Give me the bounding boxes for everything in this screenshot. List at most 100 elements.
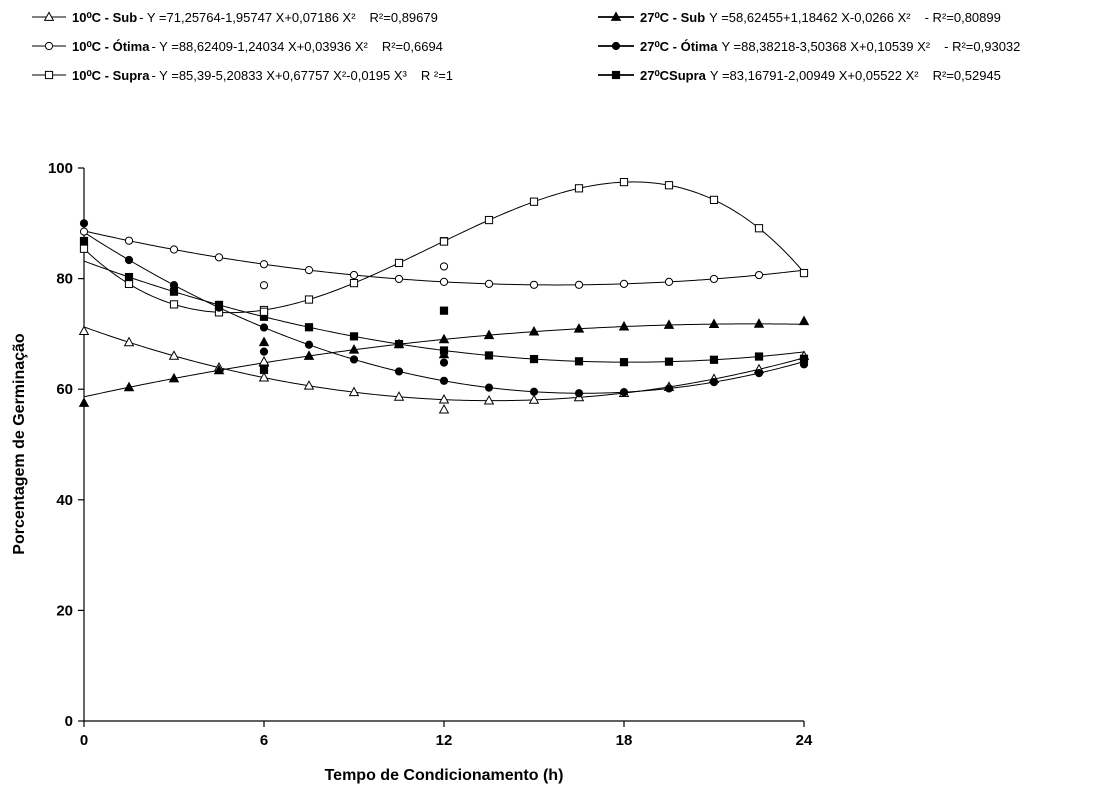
curve-marker-s27supra bbox=[349, 332, 359, 341]
data-point-s10supra bbox=[259, 307, 269, 316]
y-tick-label: 100 bbox=[48, 160, 73, 177]
data-point-s27supra bbox=[439, 306, 449, 315]
y-axis-title: Porcentagem de Germinação bbox=[11, 333, 28, 555]
curve-marker-s27otima bbox=[484, 383, 494, 392]
curve-marker-s27sub bbox=[573, 323, 585, 333]
legend-equation: Y =88,38218-3,50368 X+0,10539 X² bbox=[721, 39, 930, 54]
curve-marker-s27supra bbox=[709, 355, 719, 364]
curve-marker-s27sub bbox=[528, 326, 540, 336]
curve-marker-s27otima bbox=[529, 387, 539, 396]
legend-series-name: 27⁰C - Sub bbox=[640, 10, 705, 25]
curve-marker-s27sub bbox=[618, 320, 630, 331]
curve-marker-s10otima bbox=[754, 270, 764, 280]
curve-marker-s10sub bbox=[123, 336, 135, 347]
curve-marker-s27otima bbox=[574, 389, 584, 398]
curve-marker-s10otima bbox=[484, 279, 494, 288]
data-point-s27otima bbox=[259, 347, 269, 356]
curve-marker-s10supra bbox=[529, 197, 539, 206]
curve-marker-s27otima bbox=[754, 369, 764, 378]
curve-marker-s27supra bbox=[529, 354, 539, 364]
curve-marker-s10otima bbox=[619, 279, 629, 288]
data-point-s10supra bbox=[799, 268, 809, 278]
curve-marker-s10otima bbox=[349, 270, 359, 280]
curve-marker-s27supra bbox=[484, 351, 494, 360]
legend-item-s10sub: 10⁰C - Sub - Y =71,25764-1,95747 X+0,0718… bbox=[32, 10, 438, 25]
curve-marker-s27otima bbox=[709, 378, 719, 387]
legend-equation: - Y =85,39-5,20833 X+0,67757 X²-0,0195 X… bbox=[151, 68, 407, 83]
data-point-s27supra bbox=[799, 354, 809, 363]
curve-marker-s10sub bbox=[303, 380, 315, 390]
legend-equation: Y =83,16791-2,00949 X+0,05522 X² bbox=[710, 68, 919, 83]
curve-marker-s10otima bbox=[124, 236, 134, 245]
curve-marker-s10supra bbox=[574, 184, 584, 193]
legend-marker-s10otima bbox=[44, 41, 54, 51]
x-tick-label: 0 bbox=[80, 732, 88, 749]
data-point-s27supra bbox=[259, 365, 269, 374]
y-tick-label: 60 bbox=[56, 381, 73, 398]
data-point-s27otima bbox=[79, 219, 89, 228]
curve-marker-s10supra bbox=[484, 215, 494, 225]
curve-marker-s27supra bbox=[169, 287, 179, 296]
legend-marker-s10supra bbox=[44, 70, 54, 80]
legend-marker-s27supra bbox=[611, 70, 621, 80]
curve-marker-s27supra bbox=[619, 358, 629, 367]
curve-marker-s27sub bbox=[483, 329, 495, 340]
y-tick-label: 20 bbox=[56, 602, 73, 619]
curve-marker-s10otima bbox=[259, 260, 269, 269]
curve-marker-s10sub bbox=[258, 371, 270, 382]
ticks: 0 20 40 60 80 100 0 6 12 18 24 bbox=[48, 160, 813, 749]
curve-marker-s27sub bbox=[663, 319, 675, 329]
curve-marker-s27otima bbox=[304, 340, 314, 349]
curve-marker-s27sub bbox=[123, 381, 135, 392]
legend-equation: - Y =71,25764-1,95747 X+0,07186 X² bbox=[139, 10, 356, 25]
legend-item-s27sub: 27⁰C - Sub Y =58,62455+1,18462 X-0,0266 X… bbox=[598, 10, 1001, 25]
curve-marker-s10supra bbox=[169, 300, 179, 309]
legend-marker-s10sub bbox=[43, 11, 55, 21]
curve-marker-s10otima bbox=[169, 245, 179, 254]
legend-item-s10otima: 10⁰C - Ótima - Y =88,62409-1,24034 X+0,03… bbox=[32, 39, 443, 54]
y-tick-label: 80 bbox=[56, 271, 73, 288]
curve-marker-s10otima bbox=[214, 253, 224, 262]
legend-r2: R²=0,6694 bbox=[382, 39, 443, 54]
data-point-s10supra bbox=[79, 244, 89, 253]
data-point-s27supra bbox=[79, 236, 89, 246]
curve-marker-s27sub bbox=[708, 318, 720, 329]
curve-marker-s10otima bbox=[664, 277, 674, 286]
legend-equation: Y =58,62455+1,18462 X-0,0266 X² bbox=[709, 10, 911, 25]
data-point-s10otima bbox=[259, 281, 269, 290]
curve-marker-s27sub bbox=[303, 350, 315, 360]
curve-marker-s10sub bbox=[393, 391, 405, 401]
legend-item-s10supra: 10⁰C - Supra - Y =85,39-5,20833 X+0,67757… bbox=[32, 68, 453, 83]
data-point-s10sub bbox=[258, 355, 270, 366]
x-axis-title: Tempo de Condicionamento (h) bbox=[325, 767, 564, 784]
curve-marker-s27supra bbox=[664, 357, 674, 366]
legend-r2: - R²=0,93032 bbox=[944, 39, 1020, 54]
legend-series-name: 27⁰C - Ótima bbox=[640, 39, 718, 54]
legend-equation: - Y =88,62409-1,24034 X+0,03936 X² bbox=[151, 39, 368, 54]
curve-marker-s10sub bbox=[168, 350, 180, 360]
legend-r2: R ²=1 bbox=[421, 68, 453, 83]
curve-marker-s10otima bbox=[709, 274, 719, 284]
curve-marker-s27supra bbox=[394, 339, 404, 349]
curve-marker-s27supra bbox=[754, 352, 764, 361]
curve-marker-s27sub bbox=[348, 344, 360, 354]
legend: 10⁰C - Sub - Y =71,25764-1,95747 X+0,0718… bbox=[32, 10, 1020, 83]
legend-marker-s27otima bbox=[611, 41, 621, 51]
data-point-s10otima bbox=[439, 262, 449, 271]
curve-marker-s27otima bbox=[664, 384, 674, 393]
curve-marker-s10supra bbox=[619, 178, 629, 187]
legend-item-s27otima: 27⁰C - Ótima Y =88,38218-3,50368 X+0,1053… bbox=[598, 39, 1020, 54]
curve-marker-s27supra bbox=[304, 323, 314, 332]
curve-marker-s27otima bbox=[394, 367, 404, 376]
curve-marker-s10supra bbox=[754, 224, 764, 233]
curve-marker-s27sub bbox=[438, 333, 450, 344]
x-tick-label: 24 bbox=[796, 732, 813, 749]
curve-marker-s27otima bbox=[619, 388, 629, 397]
legend-series-name: 10⁰C - Ótima bbox=[72, 39, 150, 54]
curve-marker-s27supra bbox=[574, 357, 584, 366]
curve-marker-s10otima bbox=[304, 266, 314, 275]
data-point-s10sub bbox=[78, 325, 90, 336]
x-tick-label: 12 bbox=[436, 732, 453, 749]
legend-r2: R²=0,89679 bbox=[370, 10, 438, 25]
data-point-s27sub bbox=[438, 348, 450, 359]
